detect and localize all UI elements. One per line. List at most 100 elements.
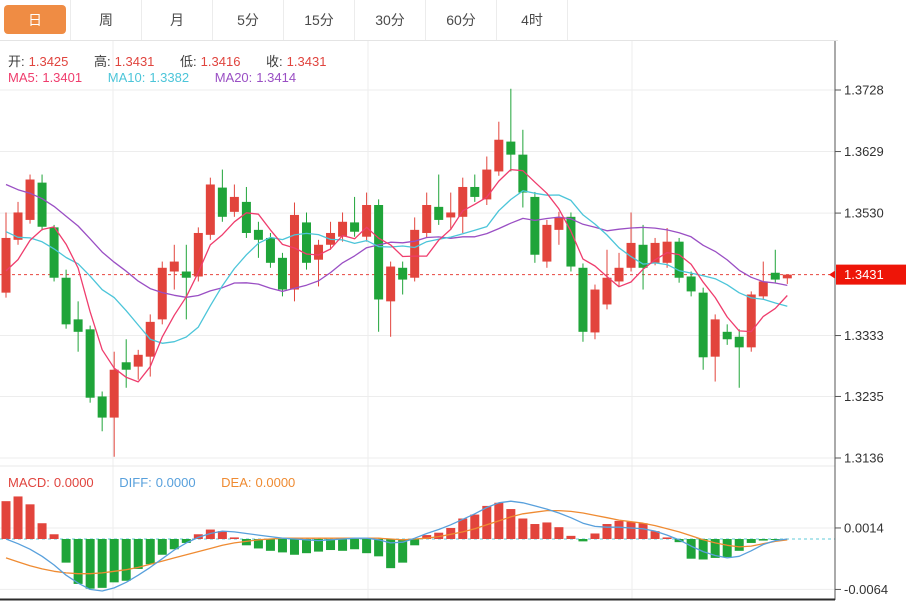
dea-label: DEA: [221,475,252,490]
candle-body [229,196,239,212]
macd-histogram-bar [314,539,324,552]
macd-histogram-bar [518,518,528,539]
macd-histogram-bar [241,539,251,546]
macd-histogram-bar [169,539,179,550]
tab-日[interactable]: 日 [0,0,71,40]
tab-5分[interactable]: 5分 [213,0,284,40]
candle-body [85,329,95,398]
ma10-label: MA10: [107,70,146,85]
macd-histogram-bar [374,539,384,557]
macd-histogram-bar [566,535,576,539]
candle-body [470,186,480,197]
candle-body [446,212,456,218]
macd-histogram-bar [229,537,239,539]
tab-周[interactable]: 周 [71,0,142,40]
candle-body [770,272,780,280]
macd-histogram-bar [470,514,480,539]
candle-body [626,242,636,268]
macd-histogram [1,496,780,589]
ma20-label: MA20: [214,70,253,85]
macd-histogram-bar [49,534,59,539]
candle-body [205,184,215,235]
macd-histogram-bar [289,539,299,555]
ma20-line [5,183,788,298]
macd-histogram-bar [410,539,420,546]
high-value: 1.3431 [114,54,155,69]
macd-histogram-bar [734,539,744,551]
candle-body [49,227,59,278]
macd-histogram-bar [37,523,47,539]
tab-30分[interactable]: 30分 [355,0,426,40]
tab-label: 5分 [237,12,259,28]
macd-histogram-bar [25,504,35,539]
macd-histogram-bar [506,509,516,539]
candle-body [25,179,35,220]
dea-line [5,509,788,575]
macd-histogram-bar [398,539,408,563]
macd-histogram-bar [277,539,287,553]
candle-body [782,274,792,279]
tab-15分[interactable]: 15分 [284,0,355,40]
chart-plot-area[interactable] [0,41,835,600]
macd-histogram-bar [662,537,672,539]
price-badge-label: 1.3431 [844,267,884,282]
candle-body [458,186,468,217]
candle-body [422,205,432,233]
candle-body [217,187,227,217]
candle-body [61,277,71,325]
tab-label: 60分 [446,12,476,28]
candle-body [494,139,504,172]
period-tab-bar: 日 周 月 5分 15分 30分 60分 4时 [0,0,908,40]
ma20-value: 1.3414 [256,70,297,85]
tab-label: 月 [170,12,184,28]
candle-body [674,241,684,278]
tab-60分[interactable]: 60分 [426,0,497,40]
candle-body [350,222,360,232]
macd-histogram-bar [97,539,107,588]
ma-readout: MA5: 1.3401 MA10: 1.3382 MA20: 1.3414 [8,70,300,85]
macd-histogram-bar [109,539,119,583]
tab-月[interactable]: 月 [142,0,213,40]
macd-histogram-bar [638,523,648,539]
ohlc-readout: 开: 1.3425 高: 1.3431 低: 1.3416 收: 1.3431 [8,51,330,70]
price-badge-arrow [829,270,835,279]
candle-body [506,141,516,155]
price-tick-label: 1.3136 [844,451,884,466]
low-value: 1.3416 [200,54,241,69]
macd-histogram-bar [73,539,83,584]
price-tick-label: 1.3333 [844,328,884,343]
macd-histogram-bar [542,522,552,539]
price-tick-label: 1.3235 [844,389,884,404]
macd-histogram-bar [61,539,71,563]
candle-body [121,362,131,370]
macd-histogram-bar [265,539,275,551]
candle-body [566,216,576,267]
macd-histogram-bar [458,518,468,539]
macd-histogram-bar [578,539,588,542]
macd-histogram-bar [530,524,540,539]
tab-label: 日 [28,12,42,28]
macd-histogram-bar [674,539,684,543]
tab-4时[interactable]: 4时 [497,0,568,40]
macd-histogram-bar [650,531,660,539]
candle-body [157,267,167,320]
candle-body [193,232,203,277]
open-value: 1.3425 [28,54,69,69]
candle-body [734,336,744,348]
candle-body [133,354,143,367]
candle-body [398,267,408,280]
candle-body [253,229,263,240]
macd-histogram-bar [446,527,456,539]
macd-histogram-bar [85,539,95,589]
candle-body [542,224,552,262]
macd-histogram-bar [193,534,203,539]
macd-label: MACD: [8,475,50,490]
candle-body [686,276,696,292]
diff-label: DIFF: [119,475,152,490]
candle-body [73,319,83,332]
candle-body [1,237,11,293]
candle-body [698,292,708,358]
ma10-value: 1.3382 [149,70,190,85]
tab-label: 4时 [521,12,543,28]
